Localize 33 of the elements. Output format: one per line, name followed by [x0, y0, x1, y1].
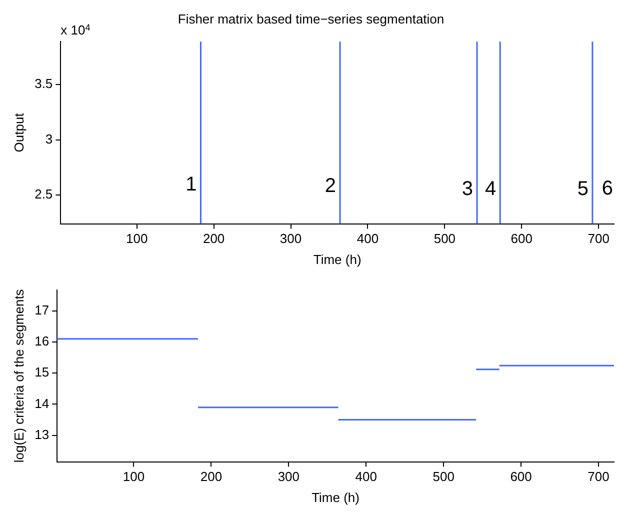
y-tick-label: 13: [34, 426, 50, 442]
y-axis-title: Output: [11, 112, 26, 152]
y-tick-label: 16: [34, 334, 50, 349]
annotation: 5: [577, 178, 588, 200]
y-tick-label: 14: [34, 396, 50, 411]
y-tick-label: 3: [45, 131, 53, 146]
y-tick-label: 17: [34, 302, 50, 318]
x-tick-label: 300: [278, 469, 300, 484]
x-tick-label: 500: [432, 469, 454, 484]
x-tick-label: 600: [510, 469, 532, 484]
x-tick-label: 200: [200, 469, 222, 484]
annotation: 4: [484, 178, 496, 200]
y-tick-label: 2.5: [34, 186, 53, 202]
x-tick-label: 500: [434, 231, 456, 246]
x-tick-label: 700: [588, 231, 610, 246]
x-tick-label: 100: [122, 469, 145, 484]
annotation: 3: [462, 178, 474, 200]
annotation: 6: [602, 178, 613, 200]
chart-title: Fisher matrix based time−series segmentation: [178, 11, 444, 26]
x-tick-label: 400: [356, 231, 379, 246]
x-axis-title: Time (h): [313, 252, 362, 267]
y-tick-label: 3.5: [34, 76, 53, 92]
x-axis-title: Time (h): [312, 490, 360, 505]
x-tick-label: 200: [202, 231, 225, 246]
annotation: 2: [324, 174, 336, 197]
annotation: 1: [186, 174, 197, 196]
x-tick-label: 300: [280, 231, 302, 246]
x-tick-label: 700: [588, 469, 610, 484]
x-tick-label: 600: [510, 231, 532, 246]
y-tick-label: 15: [34, 364, 50, 380]
y-axis-title: log(E) criteria of the segments: [11, 288, 26, 463]
x-tick-label: 400: [355, 469, 377, 484]
x-tick-label: 100: [126, 231, 148, 246]
